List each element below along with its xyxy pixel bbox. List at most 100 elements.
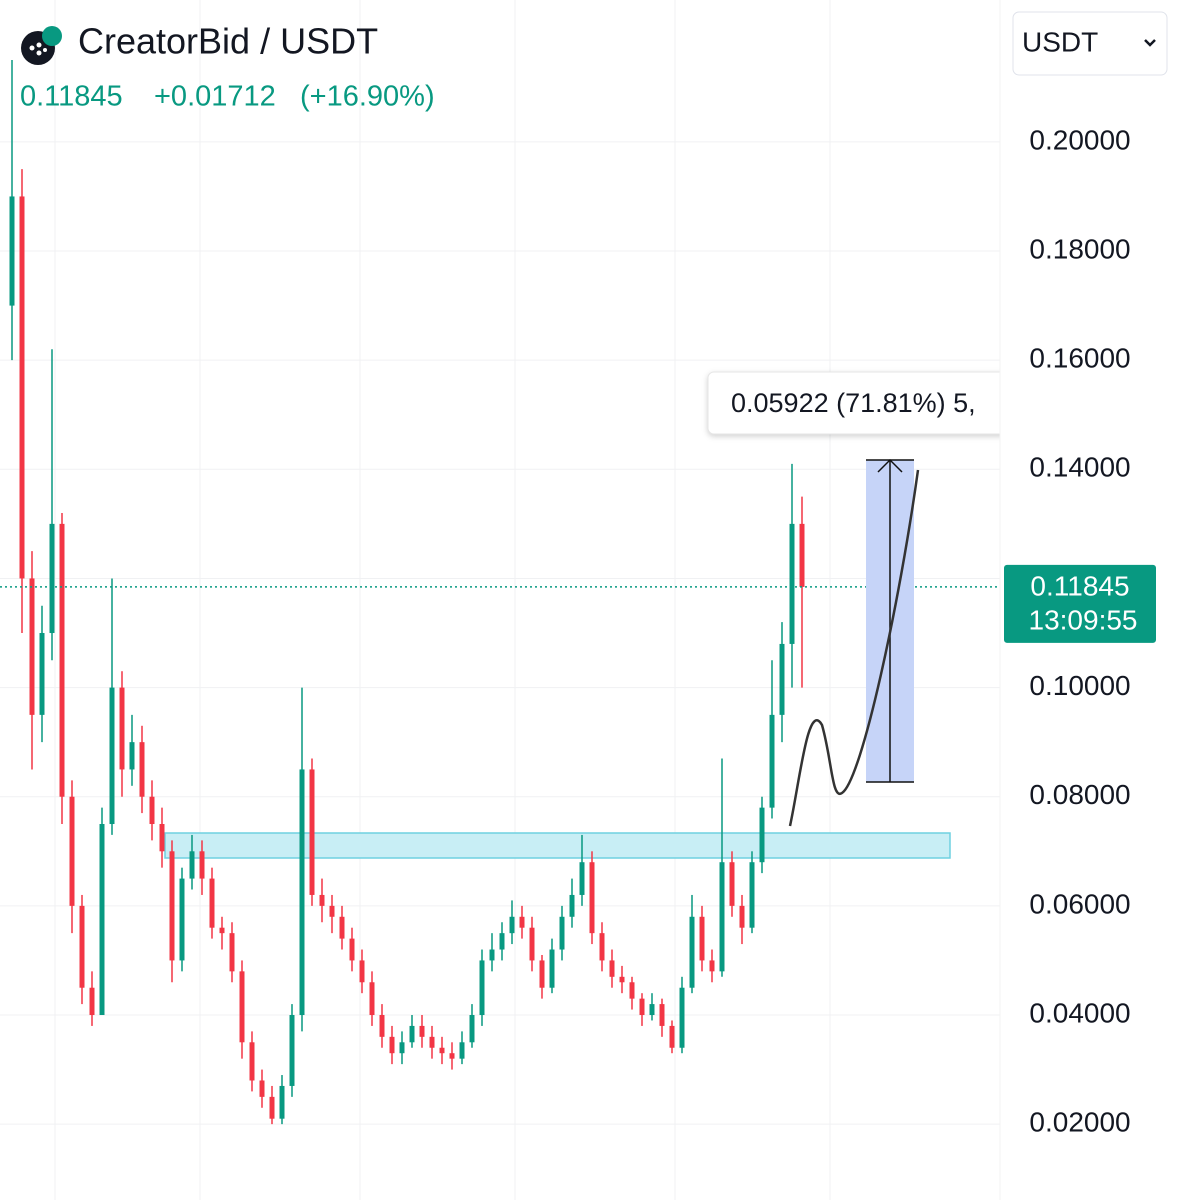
candle-body [619, 976, 625, 983]
y-tick-label: 0.16000 [1029, 343, 1130, 374]
candle-body [719, 862, 725, 972]
candle-body [419, 1025, 425, 1037]
candle-body [449, 1053, 455, 1059]
candle-body [79, 905, 85, 988]
candle-body [629, 982, 635, 999]
change-pct: (+16.90%) [300, 81, 435, 113]
candle-body [459, 1042, 465, 1059]
candle-body [669, 1025, 675, 1048]
candle-body [9, 196, 15, 306]
candle-body [229, 933, 235, 972]
candle-body [469, 1015, 475, 1043]
candle-body [649, 1004, 655, 1016]
candle-body [679, 987, 685, 1048]
candle-body [569, 894, 575, 917]
measure-arrowhead [877, 458, 903, 473]
y-tick-label: 0.10000 [1029, 670, 1130, 701]
projection-path [788, 469, 920, 827]
candle-body [279, 1085, 285, 1119]
candle-body [479, 960, 485, 1016]
candle-body [179, 878, 185, 961]
support-zone [164, 832, 951, 859]
candle-body [109, 687, 115, 825]
candle-body [749, 862, 755, 928]
candle-body [339, 916, 345, 939]
y-tick-label: 0.18000 [1029, 233, 1130, 264]
candle-body [779, 643, 785, 715]
candle-body [119, 687, 125, 770]
candle-body [609, 960, 615, 977]
y-tick-label: 0.02000 [1029, 1107, 1130, 1138]
y-tick-label: 0.08000 [1029, 779, 1130, 810]
candle-body [369, 982, 375, 1016]
candle-body [689, 916, 695, 988]
candle-body [759, 807, 765, 863]
candle-body [559, 916, 565, 950]
candle-body [399, 1042, 405, 1054]
candle-body [129, 742, 135, 770]
currency-select[interactable]: USDT [1012, 11, 1168, 76]
candle-body [429, 1036, 435, 1048]
chevron[interactable] [1144, 39, 1156, 47]
candle-body [409, 1025, 415, 1043]
candle-body [159, 824, 165, 852]
candle-body [699, 916, 705, 961]
candle-body [299, 769, 305, 1016]
candle-body [219, 927, 225, 934]
candle-body [789, 523, 795, 644]
y-tick-label: 0.06000 [1029, 888, 1130, 919]
candle-body [249, 1042, 255, 1081]
candle-body [509, 916, 515, 934]
candle-body [349, 938, 355, 961]
candle-body [89, 987, 95, 1016]
candle-body [579, 862, 585, 895]
candle-body [169, 851, 175, 961]
y-tick-label: 0.04000 [1029, 997, 1130, 1028]
select-text[interactable]: USDT [1022, 26, 1098, 57]
candle-body [319, 894, 325, 906]
candle-body [769, 714, 775, 808]
candle-body [659, 1004, 665, 1026]
candle-body [549, 949, 555, 988]
price-badge [1004, 564, 1156, 643]
candle-body [389, 1036, 395, 1054]
candle-body [199, 851, 205, 879]
change: +0.01712 [154, 81, 276, 113]
candle-body [99, 824, 105, 1016]
candle-body [439, 1047, 445, 1054]
candle-body [379, 1015, 385, 1037]
axis-labels: 0.02000 0.04000 0.06000 0.08000 0.10000 0.140… [1029, 124, 1130, 1137]
candle-body [529, 927, 535, 961]
candle-body [739, 905, 745, 928]
candle-body [59, 523, 65, 797]
candle-body [289, 1015, 295, 1086]
grid [0, 0, 1000, 1200]
candle-body [49, 523, 55, 634]
price-badge-price: 0.11845 [1030, 570, 1129, 601]
candle-body [209, 878, 215, 928]
price-badge-countdown: 13:09:55 [1029, 604, 1138, 635]
candle-body [499, 933, 505, 950]
measure-tooltip: 0.05922 (71.81%) 5, [707, 371, 1029, 435]
candle-body [309, 769, 315, 895]
candle-body [539, 960, 545, 988]
candle-body [69, 796, 75, 906]
candle-body [519, 916, 525, 928]
candle-body [589, 862, 595, 934]
candles [0, 60, 1000, 1125]
candle-body [329, 905, 335, 917]
candle-body [149, 796, 155, 825]
logo-dots [29, 42, 47, 56]
candle-body [29, 578, 35, 715]
candle-body [19, 196, 25, 579]
y-tick-label: 0.14000 [1029, 452, 1130, 483]
tooltip-text: 0.05922 (71.81%) 5, [731, 388, 976, 418]
candle-body [729, 862, 735, 906]
candle-body [359, 960, 365, 983]
candle-body [259, 1080, 265, 1097]
candle-body [489, 949, 495, 961]
candle-body [639, 998, 645, 1016]
select-box[interactable] [1012, 11, 1168, 76]
